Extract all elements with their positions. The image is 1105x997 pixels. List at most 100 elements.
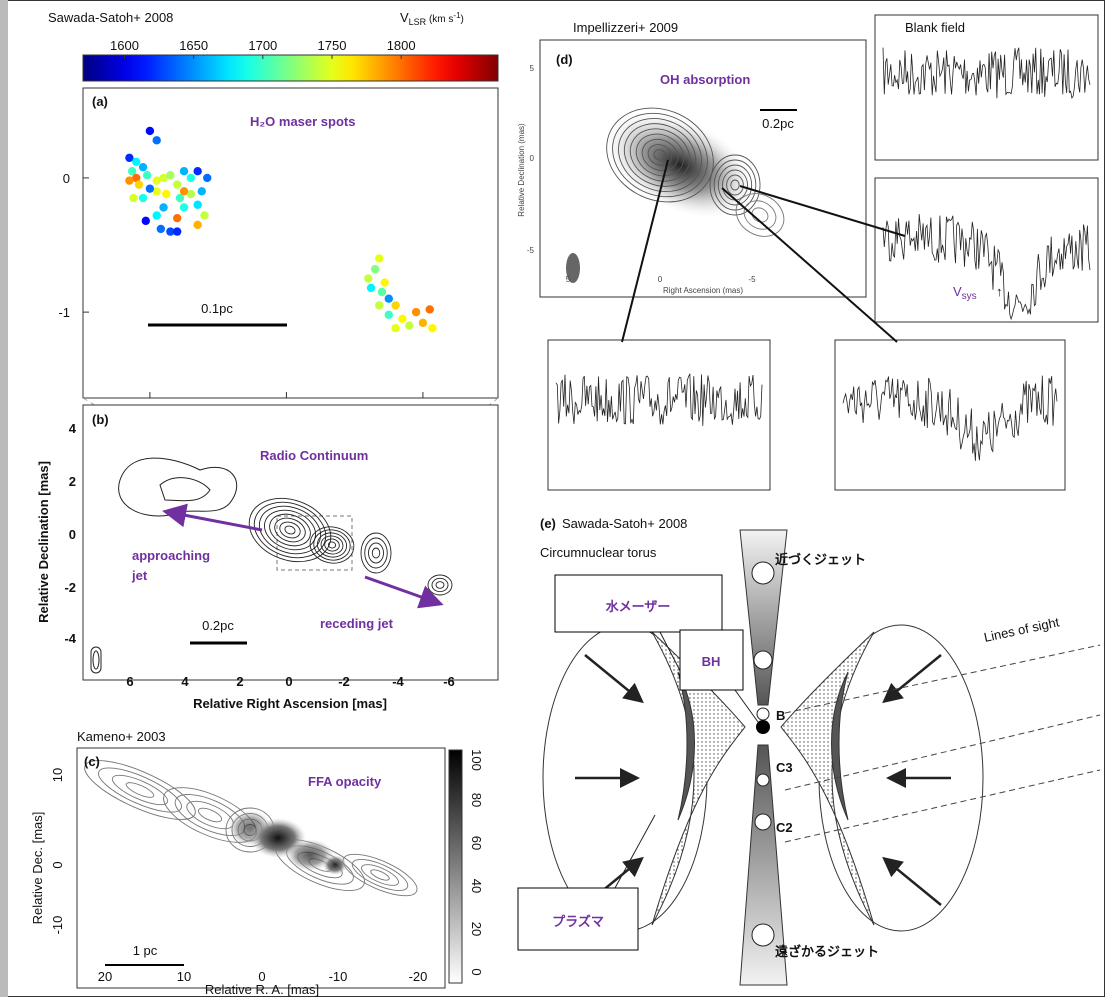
maser-spot: [385, 311, 393, 319]
y-tick-label: -2: [64, 580, 76, 595]
figure: Sawada-Satoh+ 2008 VLSR (km s-1) (a) H₂O…: [0, 0, 1105, 997]
colorbar: [449, 750, 462, 983]
x-axis-label: Relative Right Ascension [mas]: [193, 696, 387, 711]
maser-spot: [180, 203, 188, 211]
panel-title: OH absorption: [660, 72, 750, 87]
maser-spot: [385, 294, 393, 302]
cb-unit: (km s: [426, 14, 453, 25]
cb-sym: V: [400, 10, 409, 25]
y-tick-label: 4: [69, 421, 77, 436]
panel-title: Radio Continuum: [260, 448, 368, 463]
scale-bar-label: 1 pc: [133, 943, 158, 958]
maser-spot: [428, 324, 436, 332]
y-tick-label: 2: [69, 474, 76, 489]
scale-bar-label: 0.2pc: [202, 618, 234, 633]
maser-spot: [159, 203, 167, 211]
x-tick-label: -6: [443, 674, 455, 689]
maser-spot: [135, 180, 143, 188]
maser-spot: [143, 171, 151, 179]
source: Impellizzeri+ 2009: [573, 20, 678, 35]
maser-spot: [378, 288, 386, 296]
maser-spot: [139, 163, 147, 171]
panel-label: (b): [92, 412, 109, 427]
maser-spot: [180, 187, 188, 195]
maser-spot: [405, 321, 413, 329]
maser-spot: [153, 136, 161, 144]
source: Sawada-Satoh+ 2008: [48, 10, 173, 25]
component-label: C2: [776, 820, 793, 835]
left-strip: [0, 0, 8, 997]
cb-sub: LSR: [409, 17, 427, 27]
maser-spot: [371, 265, 379, 273]
maser-spot: [391, 324, 399, 332]
colorbar-tick-label: 20: [469, 922, 484, 936]
y-tick-label: -10: [50, 916, 65, 935]
panel-label: (d): [556, 52, 573, 67]
colorbar-tick-label: 80: [469, 793, 484, 807]
opacity-blob: [323, 855, 347, 875]
jet-knot: [752, 562, 774, 584]
x-tick-label: 10: [177, 969, 191, 984]
cb-close: ): [461, 14, 464, 25]
panel-a-frame: [83, 88, 498, 398]
x-tick-label: 0: [285, 674, 292, 689]
x-tick-label: 4: [181, 674, 189, 689]
y-tick-label: 5: [530, 64, 535, 73]
vsys-arrow: ↑: [996, 284, 1003, 299]
y-tick-label: -5: [527, 246, 535, 255]
panel-label: (c): [84, 754, 100, 769]
y-tick-label: 0: [69, 527, 76, 542]
maser-spot: [367, 284, 375, 292]
maser-spot: [142, 217, 150, 225]
component-label: C3: [776, 760, 793, 775]
jet-knot: [752, 924, 774, 946]
y-tick-label: -4: [64, 631, 76, 646]
y-tick-label: 0: [50, 861, 65, 868]
maser-spot: [173, 214, 181, 222]
x-tick-label: 20: [98, 969, 112, 984]
maser-spot: [391, 301, 399, 309]
x-axis-label: Relative R. A. [mas]: [205, 982, 319, 997]
panel-title: FFA opacity: [308, 774, 382, 789]
maser-spot: [129, 194, 137, 202]
torus-label: Circumnuclear torus: [540, 545, 657, 560]
maser-spot: [162, 190, 170, 198]
x-axis-label: Right Ascension (mas): [663, 286, 743, 295]
maser-spot: [146, 127, 154, 135]
maser-spot: [173, 180, 181, 188]
maser-spot: [380, 278, 388, 286]
los-label: Lines of sight: [983, 614, 1061, 645]
colorbar-tick-label: 1750: [318, 38, 347, 53]
annotation: receding jet: [320, 616, 394, 631]
panel-label: (e): [540, 516, 556, 531]
colorbar-tick-label: 1650: [179, 38, 208, 53]
inset-frame: [835, 340, 1065, 490]
x-tick-label: 5: [566, 275, 571, 284]
colorbar-tick-label: 1800: [387, 38, 416, 53]
x-tick-label: -4: [392, 674, 404, 689]
colorbar-tick-label: 100: [469, 749, 484, 771]
y-tick-label: -1: [58, 305, 70, 320]
bh-label: BH: [702, 654, 721, 669]
colorbar-tick-label: 1700: [248, 38, 277, 53]
inset-frame: [548, 340, 770, 490]
x-tick-label: -2: [338, 674, 350, 689]
maser-spot: [198, 187, 206, 195]
y-axis-label: Relative Dec. [mas]: [30, 812, 45, 925]
maser-spot: [203, 174, 211, 182]
x-tick-label: 6: [126, 674, 133, 689]
y-axis-label: Relative Declination (mas): [517, 123, 526, 217]
maser-spot: [364, 274, 372, 282]
maser-spot: [173, 227, 181, 235]
scale-bar-label: 0.1pc: [201, 301, 233, 316]
maser-spot: [125, 176, 133, 184]
panel-label: (a): [92, 94, 108, 109]
maser-spot: [375, 254, 383, 262]
maser-spot: [132, 158, 140, 166]
maser-spot: [193, 167, 201, 175]
y-axis-label: Relative Declination [mas]: [36, 461, 51, 623]
page: Sawada-Satoh+ 2008 VLSR (km s-1) (a) H₂O…: [0, 0, 1105, 997]
maser-spot: [200, 211, 208, 219]
vsys-sym: V: [953, 284, 962, 299]
jet-knot: [755, 814, 771, 830]
